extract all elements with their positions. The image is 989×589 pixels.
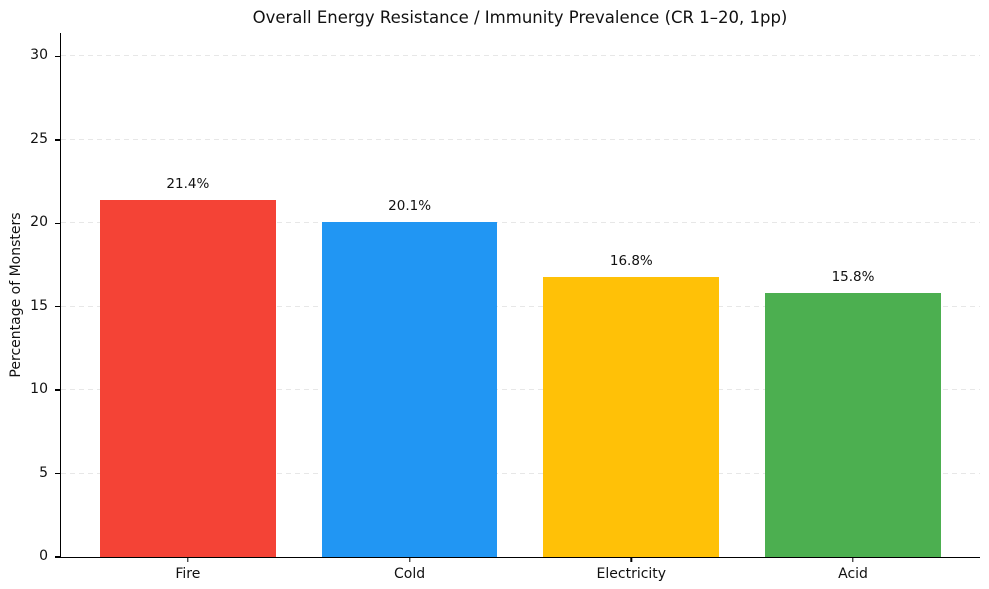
x-axis-spine: [60, 557, 980, 559]
y-tick-mark: [55, 139, 60, 141]
y-tick-label: 10: [30, 381, 48, 398]
y-axis-label: Percentage of Monsters: [8, 212, 24, 378]
gridline: [61, 389, 980, 391]
x-tick-mark: [852, 557, 854, 562]
y-tick-label: 25: [30, 130, 48, 147]
gridline: [61, 305, 980, 307]
bar-acid: [765, 293, 941, 557]
y-tick-mark: [55, 55, 60, 58]
x-tick-label-fire: Fire: [175, 566, 201, 582]
gridline: [61, 222, 980, 224]
x-tick-label-acid: Acid: [838, 566, 868, 582]
y-tick-mark: [55, 556, 60, 558]
bar-fire: [100, 199, 276, 557]
bar-value-label: 21.4%: [166, 175, 210, 192]
y-tick-label: 5: [39, 464, 48, 481]
y-tick-label: 20: [30, 214, 48, 231]
y-tick-mark: [55, 306, 60, 308]
gridline: [61, 138, 980, 140]
gridline: [61, 472, 980, 474]
y-tick-label: 0: [39, 548, 48, 564]
y-axis-spine: [60, 33, 62, 557]
plot-area: 21.4% 20.1% 16.8% 15.8% 0 5 10 15 20 25 30 Fire Co…: [30, 33, 980, 582]
x-tick-label-cold: Cold: [394, 566, 426, 582]
x-tick-label-electricity: Electricity: [596, 566, 667, 582]
y-tick-label: 15: [30, 297, 48, 314]
y-tick-label: 30: [30, 47, 48, 64]
chart-title: Overall Energy Resistance / Immunity Pre…: [252, 8, 788, 27]
x-tick-mark: [187, 557, 189, 562]
bar-cold: [321, 221, 498, 557]
y-tick-mark: [55, 389, 60, 391]
x-tick-mark: [630, 557, 633, 562]
bar-value-label: 16.8%: [609, 252, 653, 269]
x-tick-mark: [408, 557, 411, 562]
y-tick-mark: [55, 472, 60, 475]
bar-value-label: 20.1%: [388, 197, 432, 214]
bar-value-label: 15.8%: [831, 269, 875, 286]
y-tick-mark: [55, 222, 60, 224]
gridline: [61, 55, 980, 57]
bar-electricity: [543, 276, 720, 557]
